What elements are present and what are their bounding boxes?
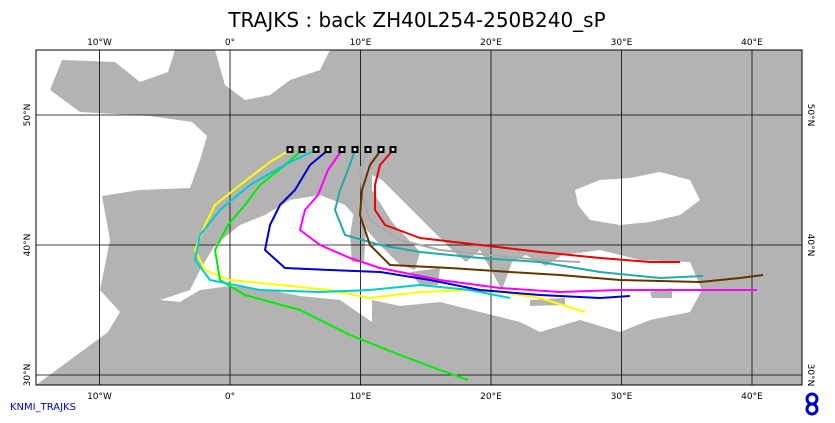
trajectory: [214, 149, 469, 381]
start-marker-dot: [379, 148, 383, 151]
lon-label: 10°W: [87, 392, 112, 402]
trajectory: [299, 149, 757, 293]
lat-label: 30°N: [805, 364, 815, 387]
footer-label: KNMI_TRAJKS: [10, 402, 76, 413]
lat-label: 30°N: [23, 364, 33, 387]
lon-label: 20°E: [480, 392, 502, 402]
start-marker-dot: [366, 148, 370, 151]
lat-label: 40°N: [805, 234, 815, 257]
start-marker-dot: [326, 148, 330, 151]
logo: [805, 392, 819, 416]
lat-label: 50°N: [23, 104, 33, 127]
start-marker-dot: [288, 148, 292, 151]
map-title: TRAJKS : back ZH40L254-250B240_sP: [227, 8, 605, 32]
trajectory: [264, 149, 631, 299]
lon-label: 10°E: [350, 392, 372, 402]
trajectory: [359, 149, 581, 263]
black-sea: [575, 172, 700, 225]
lat-label: 40°N: [23, 234, 33, 257]
trajectory: [194, 149, 511, 299]
trajectories: [194, 149, 764, 381]
trajectory: [359, 149, 764, 283]
start-marker-dot: [353, 148, 357, 151]
lon-label: 10°W: [87, 38, 112, 48]
north-sea: [215, 50, 330, 100]
lon-label: 0°: [225, 38, 235, 48]
lon-label: 0°: [225, 392, 235, 402]
start-marker-dot: [391, 148, 395, 151]
lon-label: 40°E: [741, 38, 763, 48]
lon-label: 30°E: [611, 392, 633, 402]
lon-label: 10°E: [350, 38, 372, 48]
start-points: [286, 146, 397, 153]
lon-label: 20°E: [480, 38, 502, 48]
lon-label: 40°E: [741, 392, 763, 402]
island-corsica-sardinia: [350, 200, 366, 262]
start-marker-dot: [314, 148, 318, 151]
start-marker-dot: [300, 148, 304, 151]
trajectory: [374, 149, 680, 263]
map-frame: [35, 49, 803, 386]
start-marker-dot: [340, 148, 344, 151]
lon-label: 30°E: [611, 38, 633, 48]
map-area: [35, 49, 803, 386]
trajectory: [334, 149, 704, 279]
lat-label: 50°N: [805, 104, 815, 127]
atlantic: [36, 50, 207, 385]
